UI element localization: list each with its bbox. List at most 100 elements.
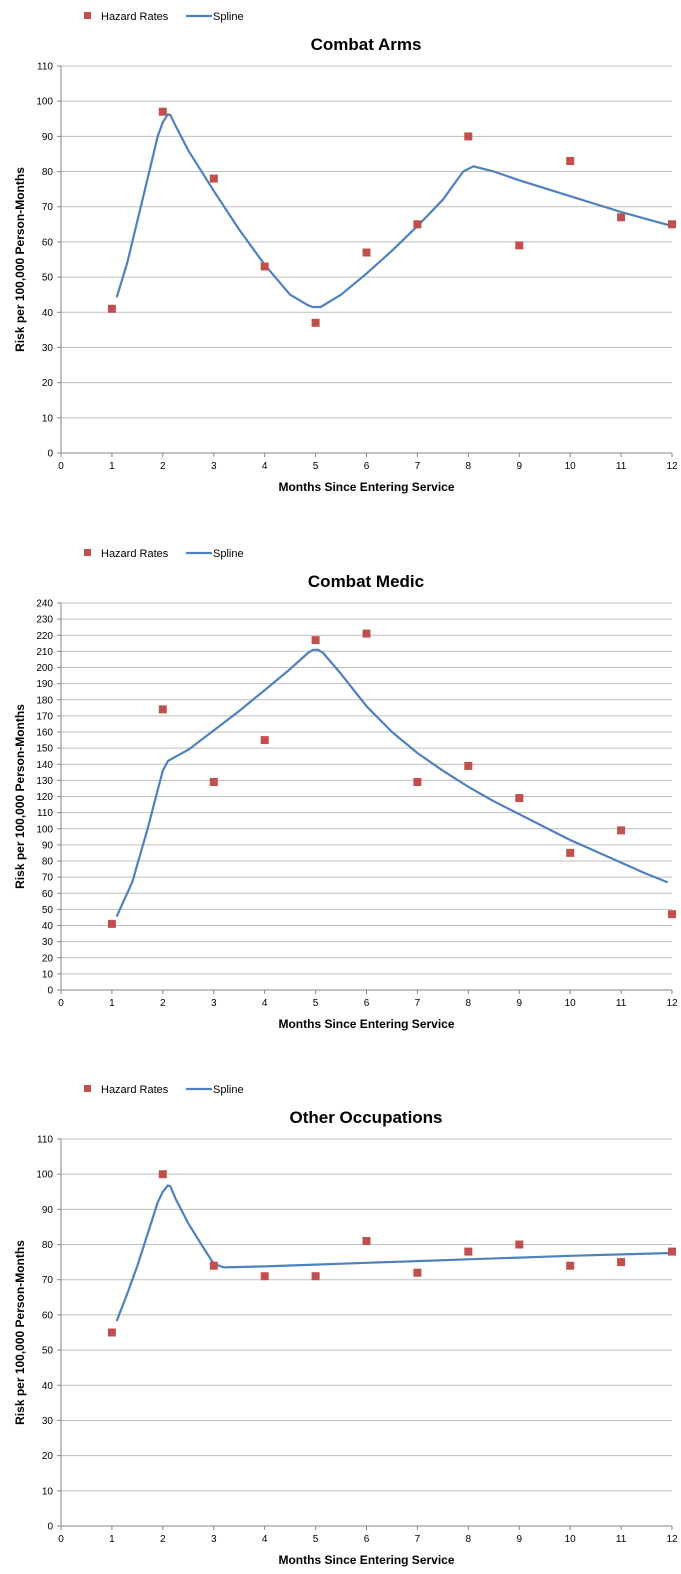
- x-tick-label: 3: [211, 998, 217, 1009]
- y-tick-label: 80: [42, 1240, 54, 1251]
- spline-line: [115, 113, 674, 309]
- y-tick-label: 90: [42, 1205, 54, 1216]
- legend-spline-label: Spline: [213, 1084, 244, 1096]
- chart-title: Combat Arms: [311, 35, 422, 54]
- y-tick-label: 70: [42, 202, 54, 213]
- hazard-point: [413, 1268, 422, 1277]
- chart-panel-combat-medic: Hazard Rates Spline Combat Medic 0 10 20 30 40 5…: [0, 537, 681, 1047]
- x-tick-label: 10: [565, 1534, 577, 1545]
- y-tick-label: 90: [42, 132, 54, 143]
- y-tick-label: 10: [42, 1486, 54, 1497]
- x-tick-label: 8: [466, 998, 472, 1009]
- x-tick-label: 4: [262, 998, 268, 1009]
- legend-hazard-label: Hazard Rates: [101, 548, 169, 560]
- x-tick-label: 11: [616, 998, 627, 1009]
- hazard-point: [209, 778, 218, 786]
- x-tick-label: 12: [666, 461, 678, 472]
- y-tick-label: 0: [47, 449, 53, 460]
- chart-title: Other Occupations: [289, 1108, 442, 1127]
- x-tick-label: 9: [516, 461, 522, 472]
- x-tick-label: 4: [262, 461, 268, 472]
- x-tick-label: 9: [516, 998, 522, 1009]
- y-tick-label: 120: [36, 792, 53, 803]
- y-tick-label: 80: [42, 167, 54, 178]
- y-tick-label: 20: [42, 953, 54, 964]
- chart-title: Combat Medic: [308, 572, 424, 591]
- hazard-point: [464, 1247, 473, 1256]
- legend-hazard-label: Hazard Rates: [101, 11, 169, 23]
- y-tick-label: 30: [42, 343, 54, 354]
- y-tick-label: 50: [42, 273, 54, 284]
- hazard-point: [311, 318, 320, 327]
- hazard-point: [260, 1272, 269, 1281]
- y-tick-label: 110: [37, 1135, 53, 1146]
- y-tick-label: 40: [42, 921, 54, 932]
- hazard-point: [311, 636, 320, 645]
- hazard-point: [413, 778, 422, 786]
- hazard-point: [209, 1261, 218, 1270]
- x-axis-title: Months Since Entering Service: [278, 480, 454, 494]
- y-tick-label: 70: [42, 873, 54, 884]
- y-tick-label: 60: [42, 889, 54, 900]
- x-tick-label: 11: [616, 461, 627, 472]
- y-tick-label: 110: [37, 808, 53, 819]
- x-tick-label: 8: [466, 461, 472, 472]
- y-tick-label: 30: [42, 937, 54, 948]
- x-tick-label: 6: [364, 1534, 370, 1545]
- x-tick-label: 5: [313, 998, 319, 1009]
- y-tick-label: 150: [36, 744, 53, 755]
- y-tick-label: 130: [36, 776, 53, 787]
- x-tick-label: 0: [58, 461, 64, 472]
- x-tick-label: 9: [516, 1534, 522, 1545]
- y-tick-label: 50: [42, 905, 54, 916]
- hazard-point: [668, 220, 676, 229]
- legend-hazard-marker: [84, 12, 91, 19]
- hazard-point: [311, 1272, 320, 1281]
- legend-hazard-label: Hazard Rates: [101, 1084, 169, 1096]
- y-tick-label: 100: [36, 1170, 53, 1181]
- hazard-point: [158, 1170, 167, 1179]
- x-axis-title: Months Since Entering Service: [278, 1553, 454, 1567]
- spline-line: [115, 1184, 674, 1322]
- spline-line: [115, 648, 668, 917]
- hazard-point: [566, 157, 575, 165]
- y-tick-label: 140: [36, 760, 53, 771]
- x-tick-label: 1: [109, 461, 115, 472]
- hazard-point: [668, 910, 676, 919]
- y-tick-label: 100: [36, 824, 53, 835]
- hazard-point: [362, 1237, 371, 1245]
- hazard-point: [515, 1240, 524, 1249]
- x-axis-title: Months Since Entering Service: [278, 1017, 454, 1031]
- hazard-point: [617, 213, 626, 222]
- hazard-point: [107, 304, 116, 313]
- y-tick-label: 0: [47, 1522, 53, 1533]
- hazard-point: [158, 107, 167, 116]
- hazard-point: [260, 736, 269, 745]
- x-tick-label: 8: [466, 1534, 472, 1545]
- y-tick-label: 40: [42, 1381, 54, 1392]
- y-tick-label: 200: [36, 663, 53, 674]
- x-tick-label: 10: [565, 998, 577, 1009]
- x-tick-label: 10: [565, 461, 577, 472]
- y-tick-label: 40: [42, 308, 54, 319]
- hazard-point: [515, 794, 524, 803]
- x-tick-label: 6: [364, 461, 370, 472]
- y-tick-label: 10: [42, 413, 54, 424]
- y-tick-label: 230: [36, 615, 53, 626]
- y-tick-label: 60: [42, 1310, 54, 1321]
- y-tick-label: 180: [36, 695, 53, 706]
- x-tick-label: 4: [262, 1534, 268, 1545]
- hazard-point: [515, 241, 524, 250]
- y-tick-label: 0: [47, 986, 53, 997]
- hazard-point: [413, 220, 422, 229]
- x-tick-label: 1: [109, 1534, 115, 1545]
- y-tick-label: 190: [36, 679, 53, 690]
- hazard-point: [362, 629, 371, 638]
- y-axis-title: Risk per 100,000 Person-Months: [13, 1240, 27, 1425]
- y-tick-label: 170: [36, 711, 53, 722]
- hazard-point: [260, 262, 269, 271]
- hazard-point: [668, 1247, 676, 1256]
- legend-hazard-marker: [84, 549, 91, 556]
